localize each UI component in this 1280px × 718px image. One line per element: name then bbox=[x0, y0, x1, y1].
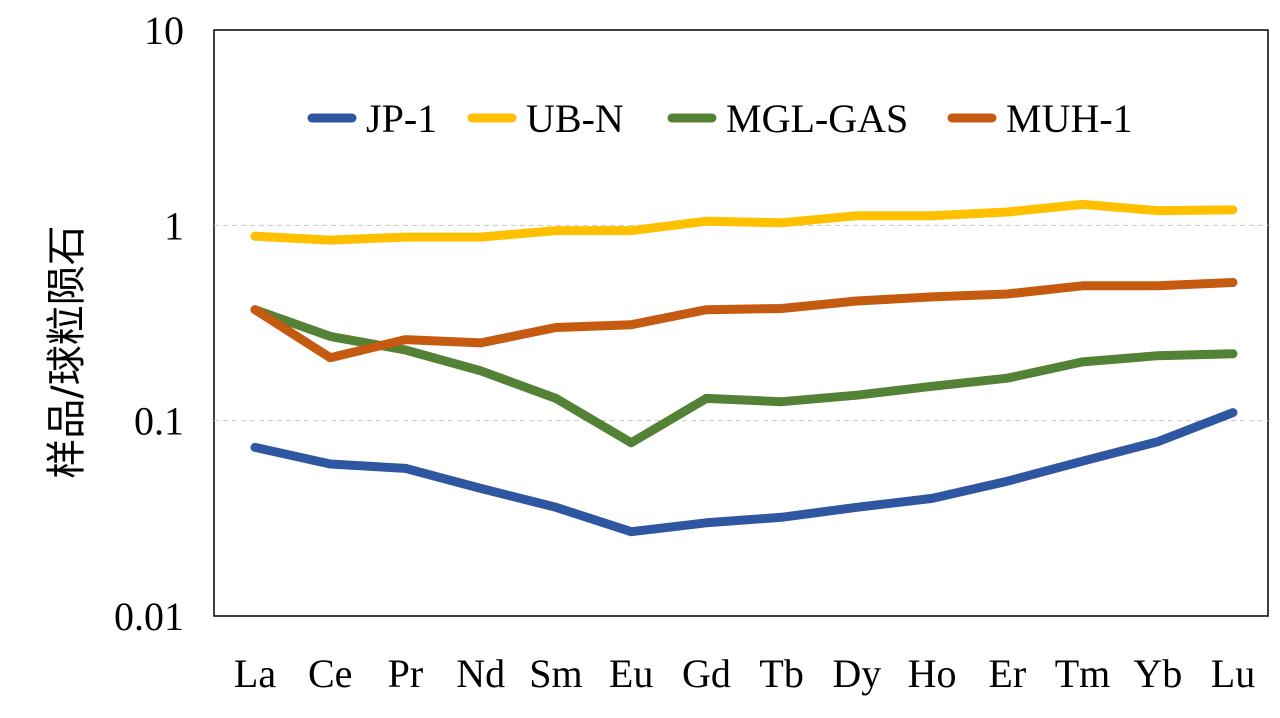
y-tick-label: 0.1 bbox=[134, 399, 184, 444]
data-point bbox=[1232, 412, 1234, 414]
x-tick-label: Sm bbox=[529, 651, 582, 696]
data-point bbox=[480, 236, 482, 238]
data-point bbox=[931, 385, 933, 387]
data-point bbox=[254, 446, 256, 448]
data-point bbox=[705, 397, 707, 399]
x-tick-label: Ho bbox=[908, 651, 957, 696]
series-line-ub-n bbox=[250, 199, 1238, 245]
data-point bbox=[1157, 355, 1159, 357]
x-tick-label: Lu bbox=[1211, 651, 1255, 696]
data-point bbox=[856, 215, 858, 217]
data-point bbox=[931, 497, 933, 499]
series-line-jp-1 bbox=[250, 408, 1238, 537]
data-point bbox=[630, 324, 632, 326]
x-tick-label: Tb bbox=[759, 651, 803, 696]
x-tick-label: Tm bbox=[1055, 651, 1111, 696]
legend-label-ub-n: UB-N bbox=[526, 96, 624, 141]
data-point bbox=[931, 296, 933, 298]
data-point bbox=[480, 370, 482, 372]
legend-label-mgl-gas: MGL-GAS bbox=[726, 96, 908, 141]
data-point bbox=[1006, 293, 1008, 295]
data-point bbox=[705, 220, 707, 222]
data-point bbox=[1006, 480, 1008, 482]
data-point bbox=[329, 239, 331, 241]
series-line-mgl-gas bbox=[250, 305, 1238, 448]
data-point bbox=[404, 339, 406, 341]
data-point bbox=[329, 357, 331, 359]
data-point bbox=[555, 397, 557, 399]
data-point bbox=[781, 516, 783, 518]
data-point bbox=[480, 342, 482, 344]
data-point bbox=[705, 522, 707, 524]
data-point bbox=[1232, 209, 1234, 211]
data-point bbox=[630, 531, 632, 533]
data-point bbox=[781, 222, 783, 224]
data-point bbox=[705, 309, 707, 311]
x-tick-label: Er bbox=[988, 651, 1026, 696]
x-tick-label: Nd bbox=[456, 651, 505, 696]
data-point bbox=[329, 463, 331, 465]
data-point bbox=[1232, 353, 1234, 355]
series-line-muh-1 bbox=[250, 278, 1238, 363]
data-point bbox=[480, 487, 482, 489]
data-point bbox=[1082, 203, 1084, 205]
data-point bbox=[1157, 441, 1159, 443]
data-point bbox=[630, 442, 632, 444]
legend-label-muh-1: MUH-1 bbox=[1006, 96, 1133, 141]
x-tick-label: La bbox=[234, 651, 276, 696]
x-tick-label: Eu bbox=[609, 651, 653, 696]
x-tick-label: Yb bbox=[1133, 651, 1182, 696]
x-tick-label: Gd bbox=[682, 651, 731, 696]
data-point bbox=[1006, 377, 1008, 379]
data-point bbox=[856, 394, 858, 396]
data-point bbox=[404, 236, 406, 238]
y-tick-label: 0.01 bbox=[114, 594, 184, 639]
data-point bbox=[1006, 211, 1008, 213]
data-point bbox=[404, 349, 406, 351]
y-tick-label: 10 bbox=[144, 8, 184, 53]
data-point bbox=[254, 309, 256, 311]
y-tick-label: 1 bbox=[164, 203, 184, 248]
data-point bbox=[931, 215, 933, 217]
legend-label-jp-1: JP-1 bbox=[366, 96, 437, 141]
data-point bbox=[1082, 361, 1084, 363]
x-tick-label: Ce bbox=[308, 651, 352, 696]
data-point bbox=[781, 308, 783, 310]
data-point bbox=[856, 300, 858, 302]
data-point bbox=[555, 230, 557, 232]
data-point bbox=[404, 467, 406, 469]
data-point bbox=[329, 335, 331, 337]
data-point bbox=[1232, 281, 1234, 283]
data-point bbox=[555, 326, 557, 328]
data-point bbox=[630, 230, 632, 232]
data-point bbox=[856, 506, 858, 508]
data-point bbox=[1157, 285, 1159, 287]
y-axis-title: 样品/球粒陨石 bbox=[44, 225, 90, 478]
data-point bbox=[555, 506, 557, 508]
data-point bbox=[1157, 210, 1159, 212]
data-point bbox=[1082, 460, 1084, 462]
x-tick-label: Dy bbox=[832, 651, 881, 696]
data-point bbox=[1082, 285, 1084, 287]
data-point bbox=[781, 401, 783, 403]
x-tick-label: Pr bbox=[388, 651, 424, 696]
data-point bbox=[254, 235, 256, 237]
